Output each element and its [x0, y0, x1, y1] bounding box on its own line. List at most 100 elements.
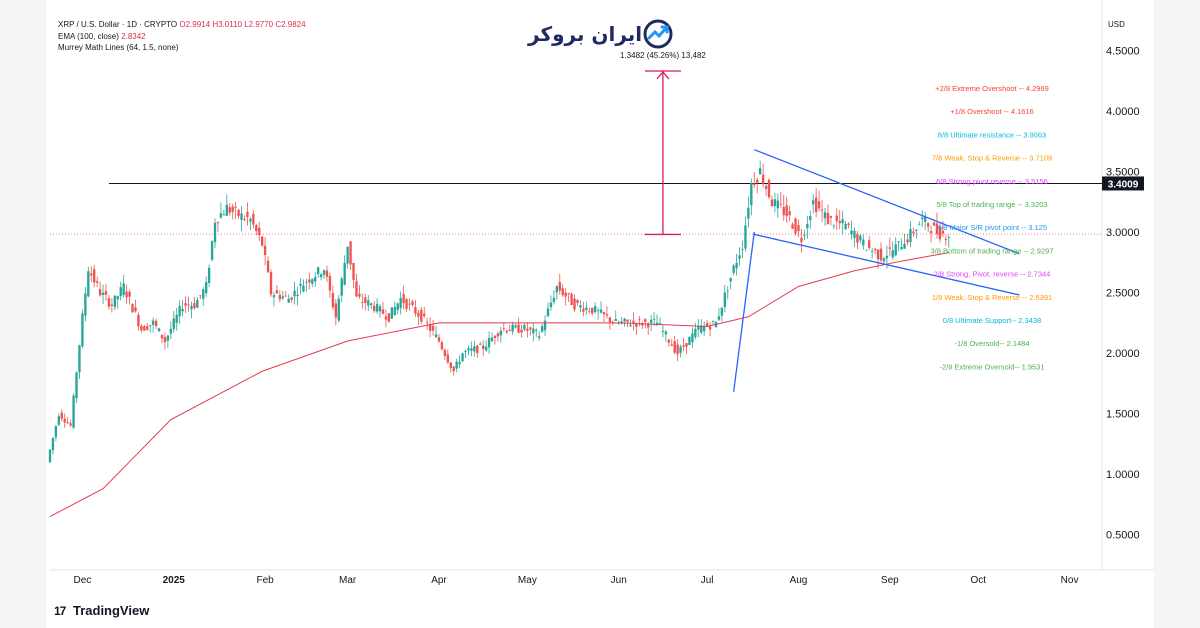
candle-body — [169, 328, 172, 334]
candle-body — [761, 174, 765, 184]
candle-body — [293, 290, 296, 297]
y-tick-label: 3.5000 — [1106, 166, 1140, 178]
candle-body — [764, 186, 768, 189]
candle-body — [316, 267, 320, 275]
candle-body — [408, 303, 411, 305]
candle-body — [894, 244, 897, 256]
legend-symbol[interactable]: XRP / U.S. Dollar · 1D · CRYPTO — [58, 20, 178, 29]
candle-body — [806, 223, 809, 228]
x-tick-label: Aug — [790, 575, 808, 586]
murrey-level-label: -1/8 Oversold-- 2.1484 — [954, 339, 1029, 348]
candle-body — [573, 298, 576, 310]
brand-name: ایران بروکر — [528, 22, 643, 46]
candle-body — [732, 265, 735, 273]
candle-body — [390, 307, 394, 319]
y-tick-label: 2.5000 — [1106, 288, 1140, 300]
candle-body — [222, 214, 226, 216]
candle-body — [579, 305, 582, 308]
candle-body — [841, 219, 844, 224]
murrey-level-label: 7/8 Weak, Stop & Reverse -- 3.7109 — [932, 154, 1052, 163]
candle-body — [826, 213, 830, 225]
candle-body — [623, 318, 626, 322]
chart-panel: 0.5000 1.0000 1.5000 2.0000 2.5000 3.0000 3.50… — [46, 0, 1154, 628]
candle-body — [269, 272, 273, 295]
currency-label: USD — [1108, 20, 1125, 29]
murrey-level-label: -2/8 Extreme Oversold-- 1.9531 — [939, 362, 1044, 371]
candle-body — [496, 333, 500, 337]
candle-body — [644, 319, 647, 322]
candle-body — [803, 235, 806, 237]
candle-body — [405, 299, 408, 309]
candle-body — [537, 336, 541, 339]
candle-body — [172, 318, 175, 330]
candle-body — [349, 241, 352, 265]
candle-body — [210, 241, 214, 260]
tradingview-logo[interactable]: 17 TradingView — [54, 603, 149, 618]
candle-body — [747, 207, 750, 219]
candle-body — [900, 246, 903, 250]
candle-body — [216, 222, 220, 224]
candle-body — [95, 281, 99, 283]
candle-body — [599, 309, 603, 313]
x-tick-label: 2025 — [163, 575, 186, 586]
candle-body — [54, 426, 58, 438]
candle-body — [838, 220, 841, 223]
candle-body — [632, 320, 635, 323]
candle-body — [661, 330, 665, 332]
candle-body — [726, 290, 729, 292]
candle-body — [446, 354, 449, 363]
candle-body — [90, 273, 93, 276]
candle-body — [756, 179, 759, 183]
candle-body — [909, 229, 912, 242]
candle-body — [387, 313, 391, 322]
candle-body — [879, 248, 883, 261]
candle-body — [396, 303, 399, 311]
candle-body — [60, 412, 63, 419]
candle-body — [605, 314, 609, 316]
candle-body — [440, 342, 444, 350]
legend-murrey-row[interactable]: Murrey Math Lines (64, 1.5, none) — [58, 42, 179, 53]
legend-ema-row[interactable]: EMA (100, close) 2.8342 — [58, 31, 146, 42]
candle-body — [670, 344, 673, 346]
candle-body — [263, 245, 267, 256]
legend-close: C2.9824 — [275, 20, 306, 29]
candle-body — [546, 308, 550, 317]
candle-body — [529, 327, 532, 330]
candle-body — [767, 179, 771, 198]
x-tick-label: Feb — [256, 575, 274, 586]
x-tick-label: Nov — [1061, 575, 1079, 586]
murrey-level-label: 2/8 Strong, Pivot, reverse -- 2.7344 — [934, 270, 1051, 279]
legend-high: H3.0110 — [212, 20, 242, 29]
candle-body — [614, 318, 617, 321]
candle-body — [193, 303, 196, 309]
murrey-level-label: 1/8 Weak, Stop & Reverse -- 2.5391 — [932, 293, 1052, 302]
candle-body — [146, 326, 149, 330]
candle-body — [555, 286, 559, 293]
price-chart[interactable]: 0.5000 1.0000 1.5000 2.0000 2.5000 3.0000 3.50… — [46, 0, 1154, 628]
candle-body — [122, 283, 125, 296]
candle-body — [520, 329, 523, 333]
candle-body — [101, 292, 105, 295]
candle-body — [325, 270, 329, 277]
candle-body — [361, 301, 364, 303]
y-tick-label: 1.5000 — [1106, 409, 1140, 421]
candle-body — [464, 350, 467, 352]
candle-body — [797, 224, 800, 232]
candle-body — [110, 304, 114, 306]
candle-body — [535, 329, 538, 331]
candle-body — [202, 289, 205, 299]
candle-body — [517, 324, 520, 333]
candle-body — [570, 293, 573, 305]
candle-body — [199, 295, 202, 297]
candle-body — [190, 305, 193, 310]
y-tick-label: 4.5000 — [1106, 45, 1140, 57]
candle-body — [926, 223, 930, 227]
candle-body — [252, 213, 255, 225]
candle-body — [196, 299, 199, 308]
candle-body — [240, 213, 243, 220]
y-tick-label: 3.0000 — [1106, 227, 1140, 239]
candle-body — [526, 328, 529, 331]
candle-body — [455, 361, 458, 369]
candle-body — [175, 314, 178, 323]
candle-body — [868, 240, 871, 248]
